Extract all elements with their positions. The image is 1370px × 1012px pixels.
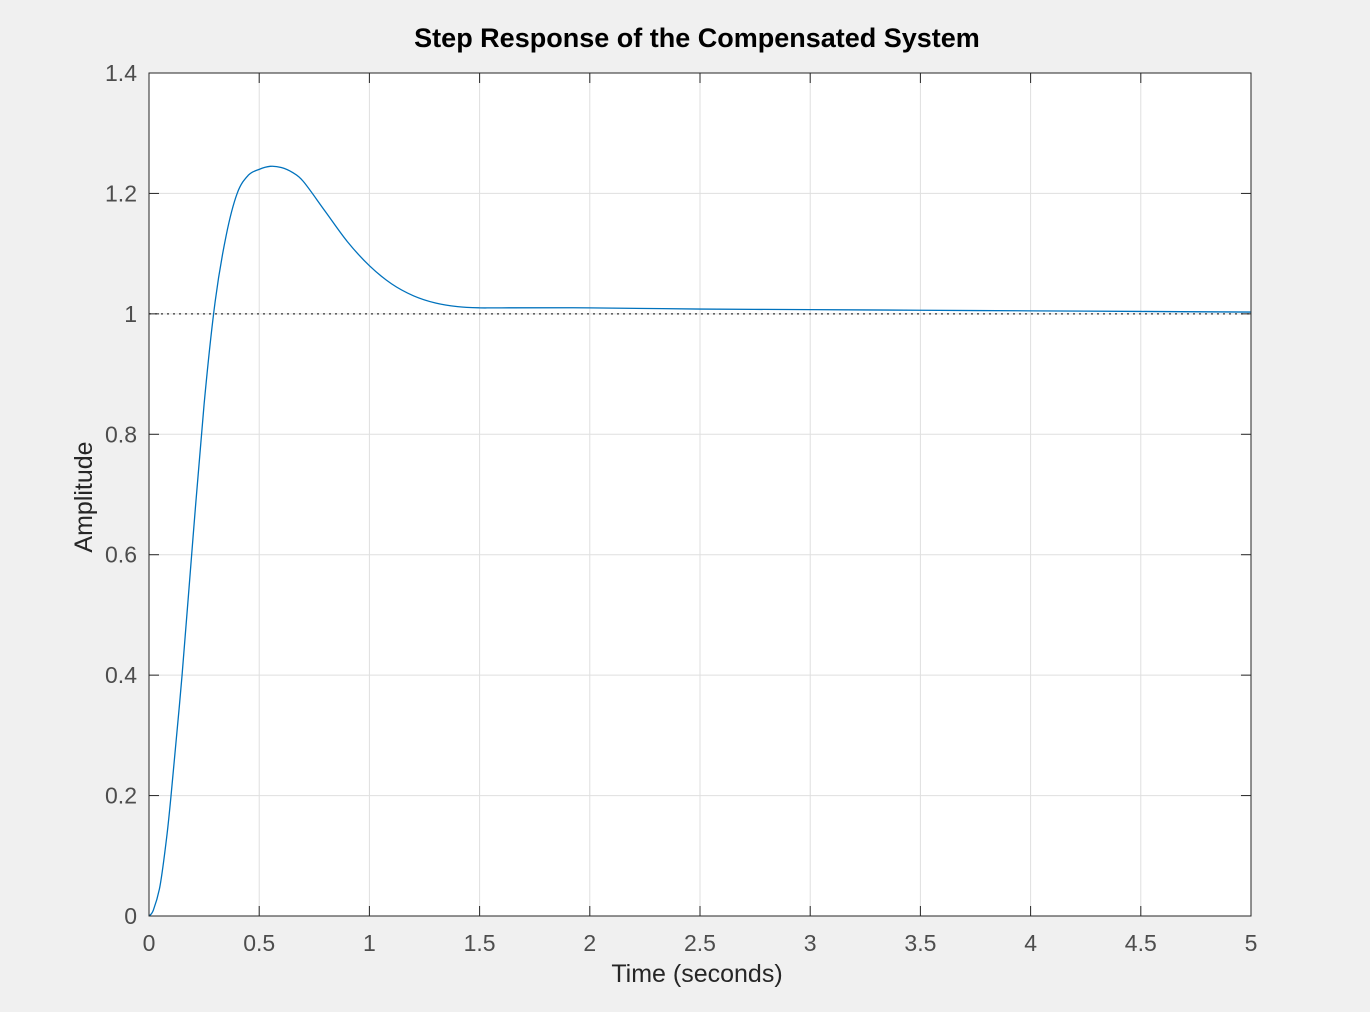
x-tick-label: 0 [143,930,156,956]
x-tick-label: 4.5 [1125,930,1157,956]
x-tick-label: 3 [804,930,817,956]
tick-marks [148,72,1252,917]
y-tick-label: 0.6 [105,542,137,568]
series-layer [148,165,1252,917]
x-tick-label: 3.5 [904,930,936,956]
y-tick-label: 1 [124,301,137,327]
x-axis-label: Time (seconds) [611,960,782,988]
y-tick-label: 0.8 [105,421,137,447]
y-tick-label: 1.2 [105,180,137,206]
x-tick-label: 0.5 [243,930,275,956]
y-tick-label: 1.4 [105,60,137,86]
chart-title: Step Response of the Compensated System [414,23,980,53]
step-response-line [148,165,1252,917]
y-tick-labels: 0 0.2 0.4 0.6 0.8 1 1.2 1.4 [105,60,137,929]
x-tick-label: 1 [363,930,376,956]
x-tick-label: 2 [583,930,596,956]
x-tick-label: 5 [1245,930,1258,956]
x-tick-label: 2.5 [684,930,716,956]
x-tick-labels: 0 0.5 1 1.5 2 2.5 3 3.5 4 4.5 5 [143,930,1258,956]
y-tick-label: 0.2 [105,783,137,809]
x-tick-label: 4 [1024,930,1037,956]
y-axis-label: Amplitude [70,441,98,552]
y-tick-label: 0 [124,903,137,929]
x-tick-label: 1.5 [464,930,496,956]
y-tick-label: 0.4 [105,662,137,688]
